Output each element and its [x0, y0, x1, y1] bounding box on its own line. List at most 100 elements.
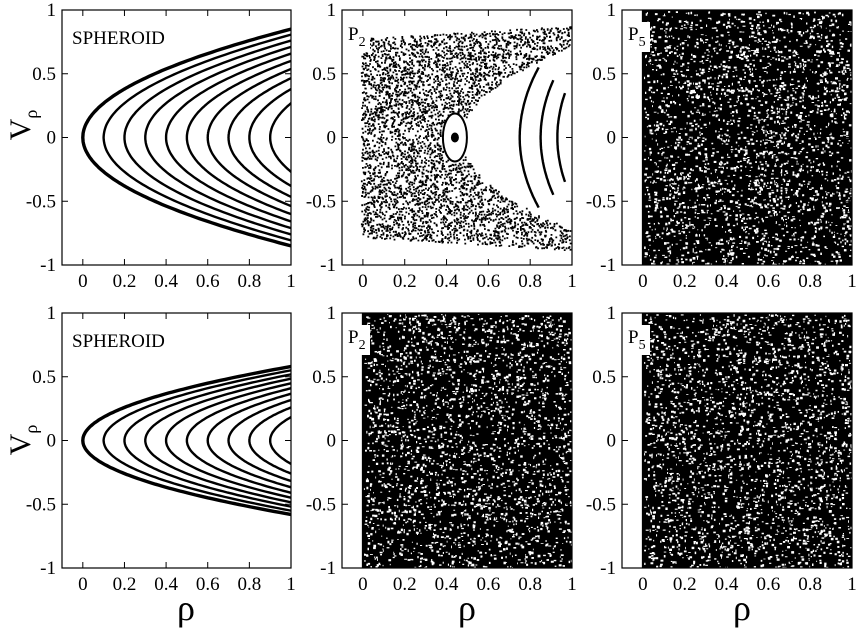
y-tick-label: 0.5 [592, 367, 616, 388]
orbit-curve [102, 33, 291, 242]
x-tick-label: 0.8 [798, 574, 822, 595]
y-tick-label: -0.5 [306, 191, 336, 212]
x-tick-label: 0 [358, 574, 368, 595]
regular-curve [556, 92, 567, 183]
panel-plot-area [360, 26, 572, 251]
x-tick-label: 0.2 [393, 271, 417, 292]
x-tick-label: 0.8 [518, 271, 542, 292]
x-tick-label: 0.6 [196, 271, 220, 292]
x-tick-label: 0.4 [435, 271, 459, 292]
y-tick-label: 0.5 [312, 64, 336, 85]
y-tick-label: 1 [47, 0, 57, 21]
orbit-curve [227, 398, 291, 483]
x-tick-label: 1 [286, 574, 296, 595]
x-tick-label: 0.2 [673, 271, 697, 292]
x-tick-label: 0 [638, 271, 648, 292]
x-tick-label: 0.2 [113, 271, 137, 292]
ylabel-row2: Vρ [4, 425, 41, 456]
x-tick-label: 1 [847, 574, 857, 595]
orbit-curve [206, 392, 291, 489]
orbit-curve [123, 39, 291, 236]
orbit-curve [227, 76, 291, 199]
panel-plot-area [81, 27, 291, 248]
y-tick-label: 1 [607, 0, 617, 21]
x-tick-label: 0.2 [113, 574, 137, 595]
x-tick-label: 0.6 [756, 574, 780, 595]
y-tick-label: -1 [320, 255, 336, 276]
x-tick-label: 0.4 [715, 271, 739, 292]
x-tick-label: 0.4 [154, 574, 178, 595]
y-tick-label: -0.5 [586, 191, 616, 212]
panel-plot-area [641, 10, 852, 265]
x-tick-label: 0.4 [154, 271, 178, 292]
orbit-curve [144, 45, 291, 230]
orbit-curve [164, 52, 291, 223]
orbit-curve [269, 101, 291, 174]
panel-label-bg [626, 325, 650, 355]
y-tick-label: 0.5 [592, 64, 616, 85]
y-tick-label: 0.5 [32, 367, 56, 388]
y-tick-label: 0 [327, 128, 337, 149]
x-tick-label: 0.2 [393, 574, 417, 595]
panel-plot-area [641, 313, 852, 568]
envelope-curve [81, 364, 291, 517]
orbit-curve [144, 377, 291, 504]
y-tick-label: 1 [327, 0, 337, 21]
x-tick-label: 0.2 [673, 574, 697, 595]
orbit-curve [185, 59, 291, 216]
y-tick-label: -1 [320, 558, 336, 579]
panel-row2-col1: 0 0.2 0.4 0.6 0.8 1 1 0.5 0 -0.5 -1 SPHEROID [26, 303, 296, 595]
orbit-curve [102, 369, 291, 512]
panel-row2-col2: 0 0.2 0.4 0.6 0.8 1 1 0.5 0 -0.5 -1 P2 [306, 303, 577, 595]
regular-curve [539, 79, 555, 196]
x-tick-label: 0.6 [196, 574, 220, 595]
panel-row1-col1: 0 0.2 0.4 0.6 0.8 1 1 0.5 0 -0.5 -1 SPHEROID [26, 0, 296, 292]
panel-label-bg [346, 325, 370, 355]
panel-plot-area [81, 364, 291, 517]
regular-curve [518, 66, 540, 209]
y-tick-label: 0 [47, 431, 57, 452]
y-tick-label: -0.5 [586, 494, 616, 515]
y-tick-label: -0.5 [26, 191, 56, 212]
y-tick-label: -0.5 [306, 494, 336, 515]
x-tick-label: 0.8 [518, 574, 542, 595]
envelope-curve [81, 27, 291, 248]
x-tick-label: 0.8 [798, 271, 822, 292]
y-tick-label: 1 [607, 303, 617, 324]
panel-label: P2 [348, 327, 366, 353]
xlabel-col2: ρ [458, 588, 476, 628]
y-tick-label: 0.5 [312, 367, 336, 388]
panel-label: P2 [348, 24, 366, 50]
x-tick-label: 0 [78, 574, 88, 595]
panel-label: SPHEROID [72, 331, 165, 352]
x-tick-label: 1 [847, 271, 857, 292]
x-tick-label: 0.6 [756, 271, 780, 292]
panels: 0 0.2 0.4 0.6 0.8 1 1 0.5 0 -0.5 -1 SPHEROID 0 0.2 0.4… [26, 0, 857, 595]
y-tick-label: 0.5 [32, 64, 56, 85]
orbit-curve [164, 382, 291, 499]
x-tick-label: 0.6 [476, 271, 500, 292]
sea-gaps [643, 314, 852, 568]
panel-row1-col2: 0 0.2 0.4 0.6 0.8 1 1 0.5 0 -0.5 -1 P2 [306, 0, 577, 292]
y-tick-label: -0.5 [26, 494, 56, 515]
y-tick-label: 1 [47, 303, 57, 324]
orbit-curve [248, 87, 291, 188]
xlabel-col1: ρ [177, 588, 195, 628]
panel-row1-col3: 0 0.2 0.4 0.6 0.8 1 1 0.5 0 -0.5 -1 P5 [586, 0, 857, 292]
orbit-curve [123, 373, 291, 508]
x-tick-label: 0 [78, 271, 88, 292]
panel-plot-area [361, 313, 572, 568]
x-tick-label: 0 [638, 574, 648, 595]
ylabel-row1: Vρ [4, 110, 41, 141]
x-tick-label: 0 [358, 271, 368, 292]
sea-gaps [363, 314, 572, 568]
orbit-curve [185, 386, 291, 495]
y-tick-label: -1 [600, 558, 616, 579]
panel-label: SPHEROID [72, 28, 165, 49]
island-center [450, 132, 459, 143]
x-tick-label: 1 [567, 574, 577, 595]
orbit-curve [269, 415, 291, 466]
panel-label-bg [346, 22, 370, 52]
panel-label-bg [626, 22, 650, 52]
